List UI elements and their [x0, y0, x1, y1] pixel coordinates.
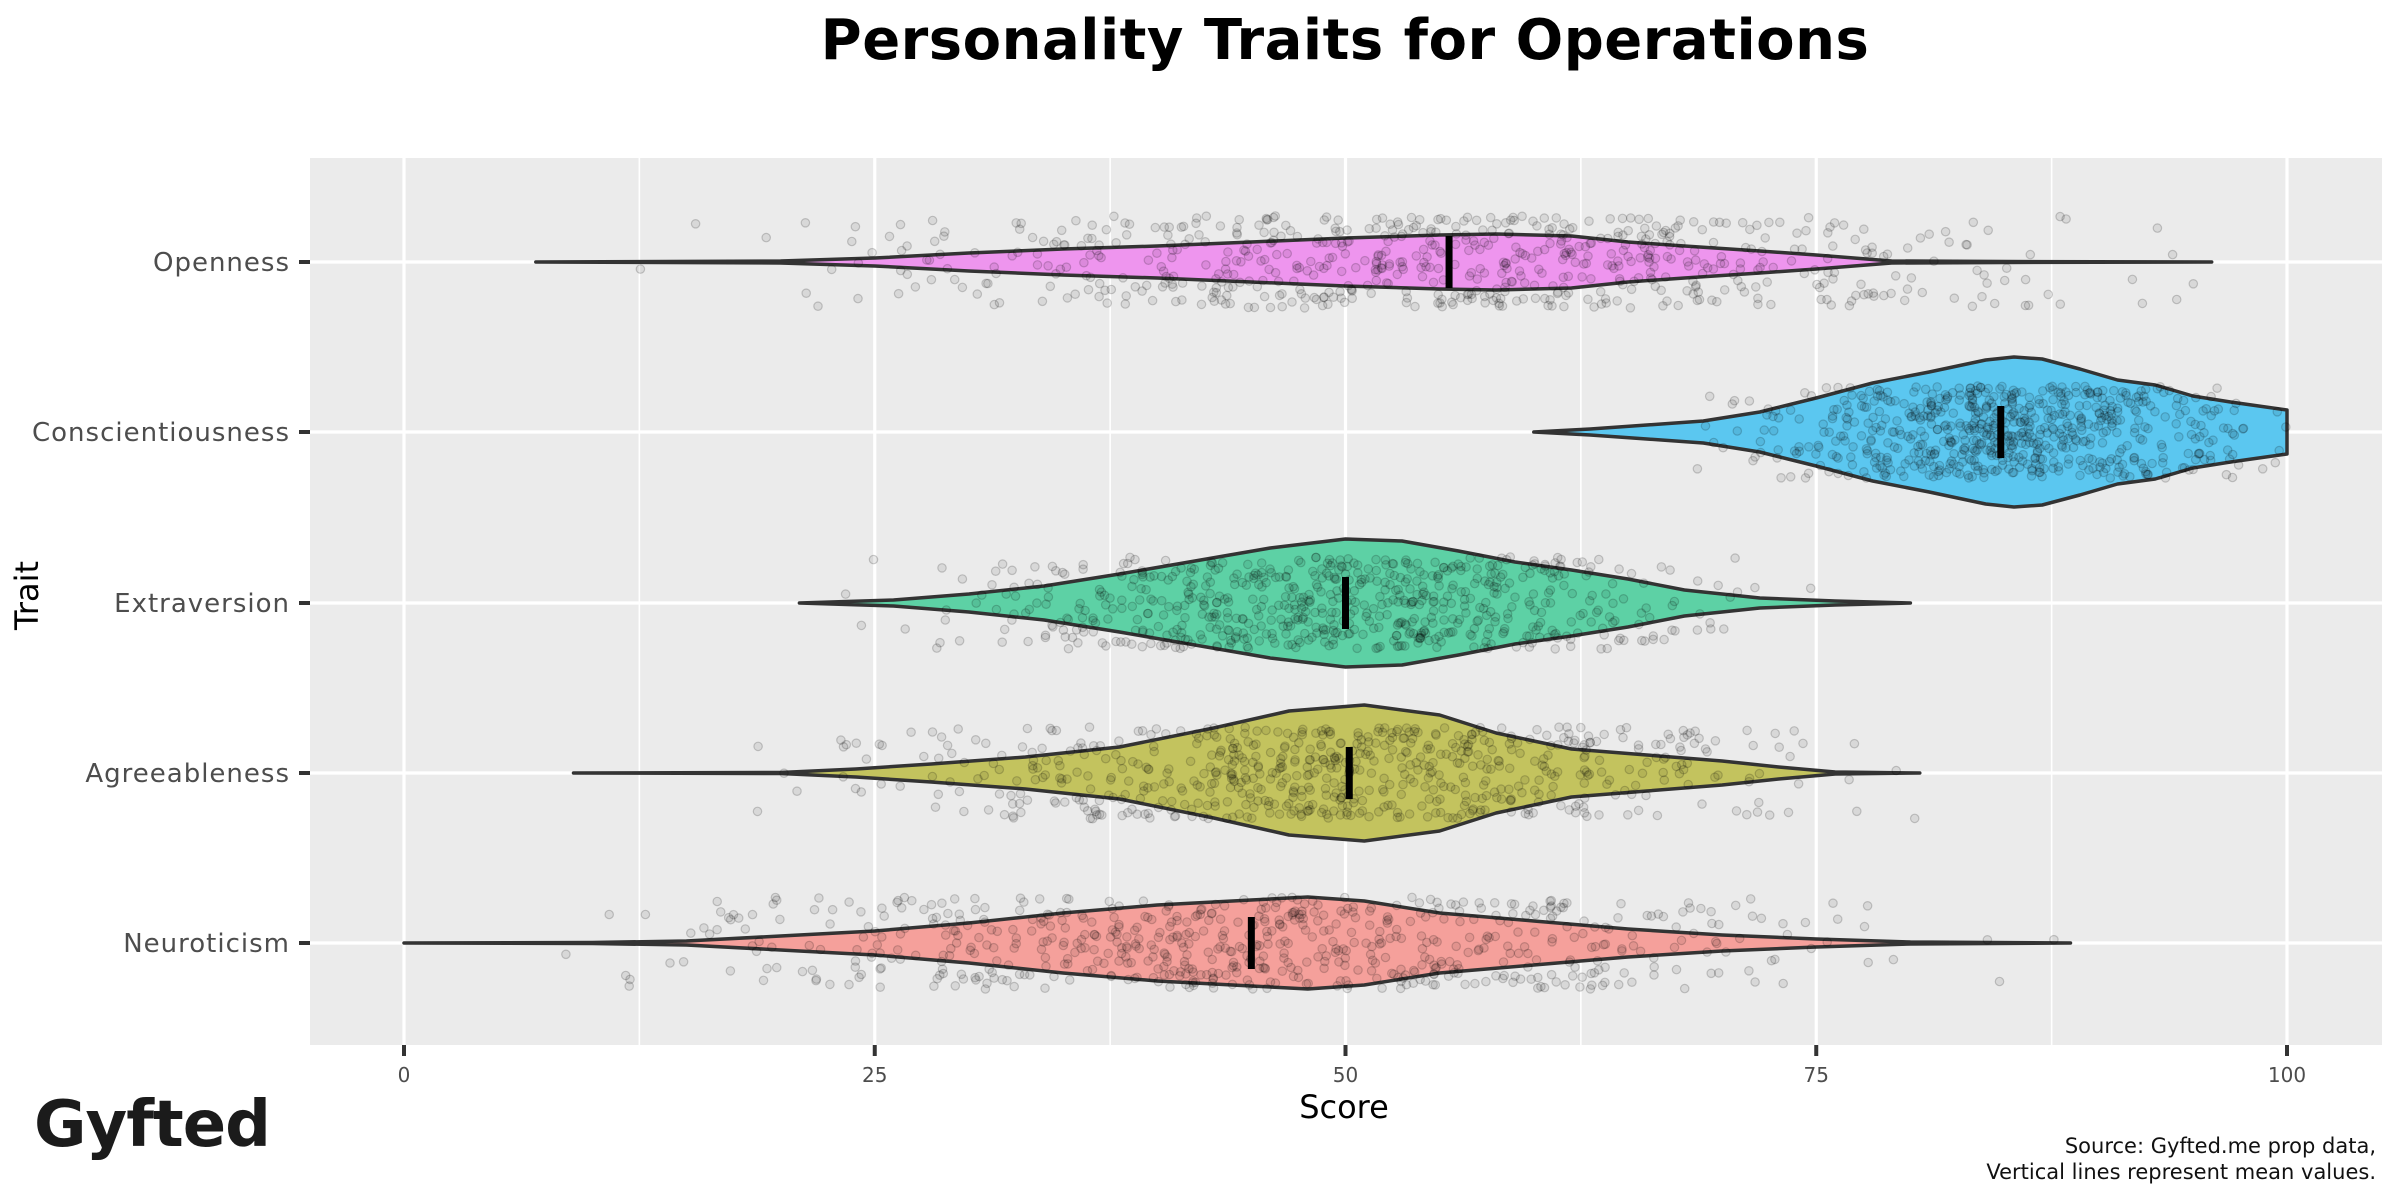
violin-conscientiousness: [1532, 355, 2291, 509]
violins: [402, 211, 2291, 994]
x-tick-label: 25: [862, 1063, 887, 1087]
violin-neuroticism: [402, 892, 2073, 994]
violin-openness: [534, 211, 2214, 313]
y-tick-label: Neuroticism: [123, 929, 290, 959]
x-tick-label: 50: [1333, 1063, 1358, 1087]
y-tick-label: Conscientiousness: [32, 418, 290, 448]
axes: Openness Conscientiousness Extraversion Agr…: [32, 248, 2306, 1087]
caption: Source: Gyfted.me prop data, Vertical li…: [1986, 1133, 2376, 1185]
y-tick-label: Agreeableness: [85, 759, 290, 789]
violin-extraversion: [797, 537, 1913, 669]
violin-agreeableness: [571, 703, 1922, 843]
y-tick-label: Extraversion: [114, 589, 290, 619]
chart-title: Personality Traits for Operations: [820, 8, 1870, 73]
x-tick-label: 0: [398, 1063, 411, 1087]
x-tick-label: 100: [2268, 1063, 2306, 1087]
caption-source: Source: Gyfted.me prop data,: [2064, 1134, 2376, 1158]
caption-note: Vertical lines represent mean values.: [1986, 1160, 2376, 1184]
y-tick-label: Openness: [153, 248, 290, 278]
x-axis-label: Score: [1299, 1088, 1389, 1126]
x-tick-label: 75: [1804, 1063, 1829, 1087]
y-axis-label: Trait: [8, 560, 46, 630]
gyfted-logo: Gyfted: [34, 1088, 271, 1162]
